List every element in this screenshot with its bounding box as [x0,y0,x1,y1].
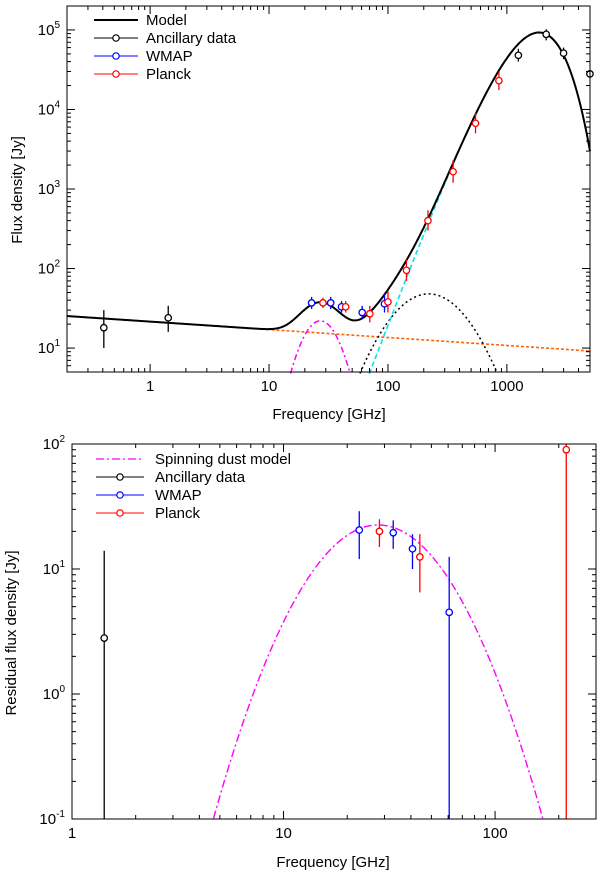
x-tick-label: 1 [68,825,76,842]
thermal-dust-curve [368,31,591,375]
data-point [99,323,108,332]
top-plot-frame [66,5,591,373]
x-tick-label: 1 [146,378,154,395]
y-tick-label: 101 [38,338,61,357]
y-tick-label: 104 [38,99,61,118]
data-point [164,313,173,322]
data-point [365,309,374,318]
legend-label-ancillary-bottom: Ancillary data [155,469,246,486]
data-point [416,553,424,561]
top-legend: Model Ancillary data WMAP Planck [94,12,237,83]
bottom-model-curves [212,524,544,819]
bottom-panel: 1 10 100 10-1 100 101 102 Spinning dust model … [3,434,597,871]
bottom-x-axis-label: Frequency [GHz] [276,854,389,871]
legend-label-ancillary: Ancillary data [146,30,237,47]
top-axis-ticks: 1 10 100 1000 101 102 103 104 105 [38,6,590,395]
cmb-curve [359,293,499,374]
x-tick-label: 100 [375,378,400,395]
y-tick-label: 10-1 [39,809,65,828]
data-point [384,298,392,306]
legend-label-wmap: WMAP [146,48,193,65]
legend-marker-ancillary-bottom [116,473,124,481]
y-tick-label: 102 [43,434,66,453]
data-point [514,51,523,60]
legend-marker-planck-bottom [116,509,124,517]
legend-marker-ancillary [112,34,120,42]
legend-label-wmap-bottom: WMAP [155,487,202,504]
data-point [358,308,367,317]
data-point [495,76,503,85]
data-point [408,544,417,553]
data-point [307,299,316,307]
legend-label-spinning-dust: Spinning dust model [155,451,291,468]
top-x-axis-label: Frequency [GHz] [272,406,385,423]
legend-marker-wmap-bottom [116,491,124,499]
data-point [449,167,457,176]
y-tick-label: 101 [43,559,66,578]
data-point [389,528,398,537]
data-point [445,608,454,617]
x-tick-label: 1000 [490,378,523,395]
y-tick-label: 100 [43,684,66,703]
x-tick-label: 100 [483,825,508,842]
y-tick-label: 103 [38,179,61,198]
legend-label-model: Model [146,12,187,29]
bottom-legend: Spinning dust model Ancillary data WMAP … [96,451,291,522]
data-point [341,302,350,311]
data-point [542,30,551,39]
y-tick-label: 102 [38,259,61,278]
data-point [424,216,432,225]
spinning-dust-model-curve [212,524,544,819]
data-point [100,634,109,642]
data-point [355,526,364,534]
bottom-plot-frame [71,443,597,820]
data-point [375,527,384,536]
spinning-dust-curve [289,320,351,374]
bottom-axis-ticks: 1 10 100 10-1 100 101 102 [39,434,596,842]
bottom-y-axis-label: Residual flux density [Jy] [3,550,20,715]
legend-label-planck: Planck [146,66,192,83]
x-tick-label: 10 [275,825,292,842]
top-panel: 1 10 100 1000 101 102 103 104 105 Model Ancillar… [9,5,594,423]
data-point [319,299,327,307]
data-point [402,266,411,275]
y-tick-label: 105 [38,20,61,39]
legend-marker-planck [112,70,120,78]
top-y-axis-label: Flux density [Jy] [9,136,26,244]
legend-marker-wmap [112,52,120,60]
data-point [559,49,568,58]
data-point [326,299,335,307]
top-model-curves [66,31,591,375]
legend-label-planck-bottom: Planck [155,505,201,522]
x-tick-label: 10 [261,378,278,395]
data-point [471,119,480,128]
data-point [562,445,571,454]
bottom-data-points [100,444,571,819]
top-data-points [99,29,594,349]
